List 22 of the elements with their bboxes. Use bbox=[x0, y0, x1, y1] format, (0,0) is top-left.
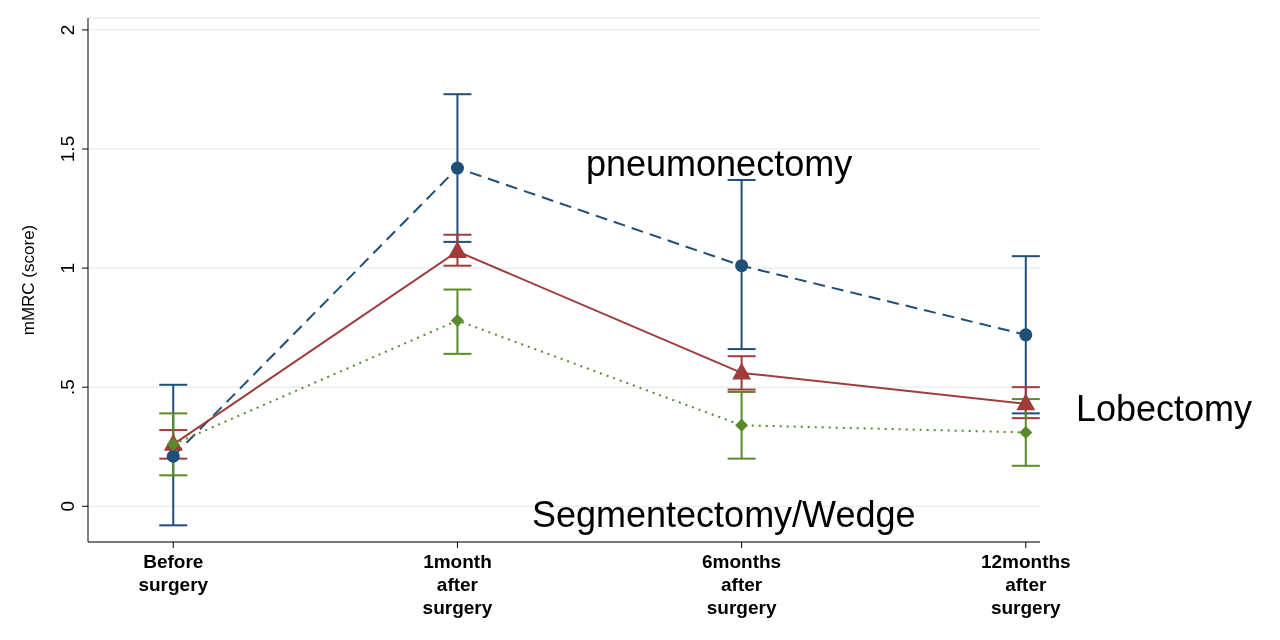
point bbox=[166, 449, 180, 463]
point bbox=[450, 161, 464, 175]
series-label: pneumonectomy bbox=[586, 143, 853, 185]
y-tick-label: 1.5 bbox=[57, 135, 78, 163]
point bbox=[1019, 328, 1033, 342]
y-tick-label: 0 bbox=[57, 500, 78, 512]
x-tick-label: 6months after surgery bbox=[702, 551, 782, 618]
y-tick-label: 2 bbox=[57, 24, 78, 36]
x-tick-label: Before surgery bbox=[138, 551, 209, 595]
point bbox=[735, 259, 749, 273]
point bbox=[735, 418, 749, 432]
point bbox=[1016, 393, 1036, 411]
x-tick-label: 12months after surgery bbox=[980, 551, 1071, 618]
x-tick-label: 1month after surgery bbox=[422, 551, 493, 618]
y-tick-label: 1 bbox=[57, 262, 78, 274]
y-tick-label: .5 bbox=[57, 379, 78, 396]
point bbox=[1019, 425, 1033, 439]
series-label: Lobectomy bbox=[1076, 388, 1253, 430]
point bbox=[450, 313, 464, 327]
point bbox=[732, 362, 752, 380]
series-label: Segmentectomy/Wedge bbox=[532, 494, 916, 536]
y-axis-title: mMRC (score) bbox=[19, 224, 39, 336]
